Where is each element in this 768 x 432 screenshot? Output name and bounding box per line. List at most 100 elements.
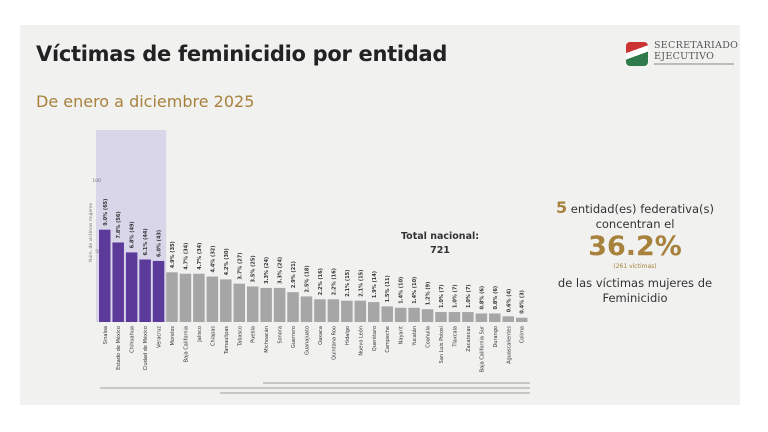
bar-quintana-roo <box>327 299 340 322</box>
category-label: Aguascalientes <box>506 326 512 364</box>
total-label: Total nacional: <box>400 231 480 242</box>
category-label: Nuevo León <box>357 326 364 356</box>
category-label: Sinaloa <box>103 326 109 344</box>
bar-durango <box>489 313 501 322</box>
bar-jalisco <box>193 273 205 322</box>
logo-line2: EJECUTIVO <box>654 51 715 62</box>
category-label: Durango <box>493 326 499 348</box>
category-label: Puebla <box>251 326 257 343</box>
bar-chihuahua <box>125 252 138 322</box>
y-tick-label: 50 <box>95 249 101 255</box>
category-label: Tamaulipas <box>224 326 230 355</box>
category-label: Baja California Sur <box>479 325 485 372</box>
data-label: 4.7% (34) <box>197 243 203 270</box>
category-label: Yucatán <box>411 326 418 347</box>
data-label: 3.3% (24) <box>278 257 284 284</box>
bar-morelos <box>166 272 178 322</box>
data-label: 0.8% (6) <box>493 286 499 310</box>
bar-tabasco <box>233 283 245 322</box>
data-label: 3.3% (24) <box>264 257 270 284</box>
summary-percent: 36.2% <box>588 231 682 262</box>
category-label: Nayarit <box>399 326 405 344</box>
data-label: 1.0% (7) <box>439 284 445 308</box>
data-label: 4.2% (30) <box>224 248 230 275</box>
summary-count: 5 <box>555 198 568 217</box>
bar-querétaro <box>368 302 380 322</box>
bar-tlaxcala <box>448 312 461 322</box>
data-label: 2.5% (18) <box>305 265 311 292</box>
bar-chiapas <box>206 276 219 322</box>
bar-coahuila <box>421 309 434 322</box>
total-nacional: Total nacional: 721 <box>400 230 480 258</box>
y-axis-label: Núm. de víctimas mujeres <box>87 202 94 262</box>
data-label: 6.8% (49) <box>130 221 136 248</box>
summary-text2: concentran el <box>595 217 675 231</box>
y-tick-label: 100 <box>92 178 101 184</box>
data-label: 0.8% (6) <box>479 286 485 310</box>
category-label: Baja California <box>183 326 189 362</box>
category-label: Guerrero <box>291 326 297 348</box>
page-title: Víctimas de feminicidio por entidad <box>36 42 448 66</box>
data-label: 4.4% (32) <box>210 245 216 272</box>
category-label: Quintana Roo <box>331 326 337 360</box>
bar-san-luis-potosí <box>435 312 447 322</box>
category-label: Ciudad de México <box>142 326 149 370</box>
total-value: 721 <box>430 245 450 256</box>
bar-colima <box>515 317 528 322</box>
bar-ciudad-de-méxico <box>139 259 151 322</box>
data-label: 3.7% (27) <box>237 253 243 280</box>
bar-tamaulipas <box>220 279 232 322</box>
data-label: 2.2% (16) <box>318 268 324 295</box>
category-label: Sonora <box>278 326 284 344</box>
summary-text1: entidad(es) federativa(s) <box>570 202 714 216</box>
bar-campeche <box>381 306 393 322</box>
bar-guerrero <box>287 292 299 322</box>
category-label: Colima <box>520 326 526 343</box>
data-label: 2.9% (21) <box>291 261 297 288</box>
bar-estado-de-méxico <box>112 242 124 322</box>
bar-baja-california <box>179 273 192 322</box>
data-label: 7.8% (56) <box>116 211 122 238</box>
category-label: Coahuila <box>426 326 432 348</box>
category-label: Querétaro <box>371 326 378 351</box>
category-label: Tlaxcala <box>452 326 458 348</box>
category-label: Chiapas <box>210 326 216 346</box>
secretariado-logo: SECRETARIADO EJECUTIVO <box>626 40 738 70</box>
category-label: Jalisco <box>197 326 203 343</box>
data-label: 1.2% (9) <box>426 282 432 306</box>
data-label: 1.0% (7) <box>452 284 458 308</box>
category-label: Zacatecas <box>466 326 472 352</box>
data-label: 9.0% (65) <box>103 199 109 226</box>
data-label: 2.1% (15) <box>345 270 351 297</box>
bar-sonora <box>273 287 286 322</box>
data-label: 1.9% (14) <box>372 271 378 298</box>
data-label: 0.6% (4) <box>506 289 512 313</box>
bar-nuevo-león <box>354 300 367 322</box>
summary-text3: de las víctimas mujeres de Feminicidio <box>557 276 713 305</box>
bar-zacatecas <box>462 312 474 322</box>
data-label: 2.1% (15) <box>358 270 364 297</box>
category-label: Hidalgo <box>345 326 351 345</box>
bar-hidalgo <box>341 300 353 322</box>
bar-sinaloa <box>99 229 111 322</box>
data-label: 4.7% (34) <box>183 243 189 270</box>
summary-victims: (261 víctimas) <box>613 263 657 270</box>
logo-line1: SECRETARIADO <box>654 40 739 51</box>
bar-puebla <box>246 286 259 322</box>
data-label: 4.9% (35) <box>170 241 176 268</box>
data-label: 6.1% (44) <box>143 228 149 255</box>
category-label: Tabasco <box>237 326 243 347</box>
category-label: Morelos <box>170 326 176 346</box>
category-label: Veracruz <box>157 326 163 348</box>
category-label: San Luis Potosí <box>438 325 445 363</box>
category-label: Estado de México <box>115 326 122 370</box>
footnotes <box>100 382 530 397</box>
data-label: 6.0% (43) <box>157 230 163 257</box>
bar-veracruz <box>152 260 165 322</box>
logo-subline <box>654 63 734 65</box>
bar-baja-california-sur <box>475 313 488 322</box>
data-label: 1.4% (10) <box>399 277 405 304</box>
bar-oaxaca <box>314 299 326 322</box>
logo-emblem-icon <box>626 42 648 66</box>
